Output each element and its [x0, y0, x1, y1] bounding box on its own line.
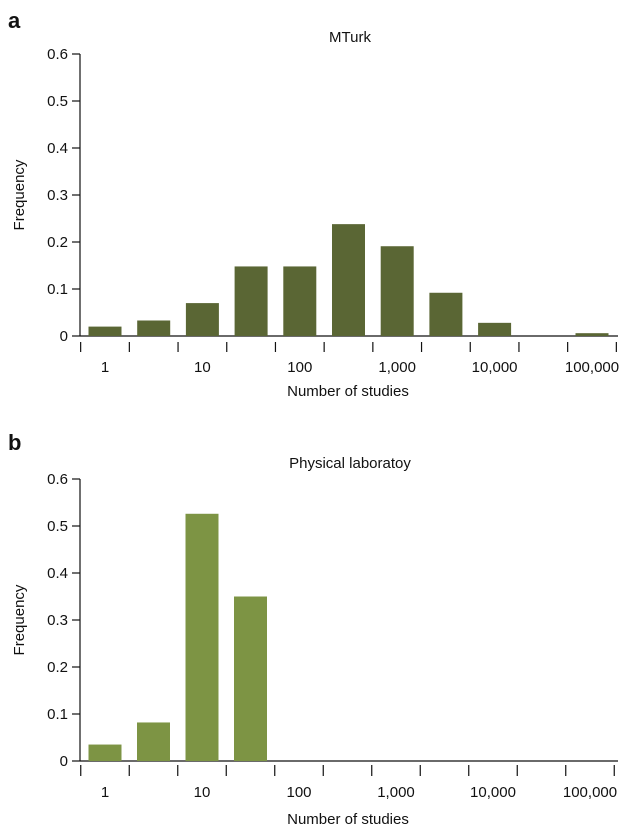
bar: [88, 744, 122, 761]
x-tick-label: 1: [101, 359, 109, 376]
y-tick-label: 0.5: [47, 518, 68, 535]
x-tick-label: 100,000: [563, 784, 617, 801]
chart-title: Physical laboratoy: [289, 455, 411, 472]
y-tick-label: 0.5: [47, 93, 68, 110]
bar: [88, 326, 122, 336]
y-tick-label: 0.3: [47, 612, 68, 629]
y-axis-label: Frequency: [11, 584, 28, 655]
x-tick-label: 100,000: [565, 359, 619, 376]
chart-title: MTurk: [329, 29, 371, 46]
x-tick-label: 10: [194, 359, 211, 376]
chart-svg-mturk: MTurk 0 0.1 0.2 0.3 0.4 0.5 0.6 Frequency 1 10 100 1…: [11, 29, 619, 400]
y-tick-label: 0.4: [47, 140, 68, 157]
x-tick-label: 100: [287, 359, 312, 376]
bar: [234, 266, 268, 336]
panel-letter-a: a: [8, 8, 21, 33]
bar: [380, 246, 414, 336]
y-tick-label: 0.2: [47, 659, 68, 676]
y-tick-label: 0.1: [47, 281, 68, 298]
y-tick-label: 0.3: [47, 187, 68, 204]
x-axis-label: Number of studies: [287, 811, 409, 828]
bar: [137, 722, 170, 761]
chart-svg-physical-lab: Physical laboratoy 0 0.1 0.2 0.3 0.4 0.5 0.6 Fre…: [11, 455, 618, 828]
y-axis-label: Frequency: [11, 159, 28, 230]
bar: [234, 596, 267, 761]
x-tick-label: 1: [101, 784, 109, 801]
bar: [185, 513, 219, 761]
y-tick-label: 0.4: [47, 565, 68, 582]
panel-letter-b: b: [8, 430, 22, 455]
x-tick-label: 100: [286, 784, 311, 801]
x-tick-label: 1,000: [378, 359, 416, 376]
bar: [575, 333, 609, 336]
bar: [283, 266, 317, 336]
y-tick-label: 0: [60, 328, 68, 345]
bar: [429, 292, 463, 336]
y-tick-label: 0.1: [47, 706, 68, 723]
x-tick-label: 10,000: [470, 784, 516, 801]
x-tick-label: 10: [194, 784, 211, 801]
x-axis-label: Number of studies: [287, 383, 409, 400]
bar: [185, 303, 219, 336]
y-tick-label: 0.6: [47, 46, 68, 63]
bar: [137, 320, 171, 336]
y-tick-label: 0: [60, 753, 68, 770]
bar: [478, 322, 512, 336]
y-tick-label: 0.2: [47, 234, 68, 251]
bar: [332, 224, 365, 336]
chart-panel-mturk: a MTurk 0 0.1 0.2 0.3 0.4 0.5 0.6 Frequency 1 10 10…: [8, 8, 619, 401]
chart-panel-physical-lab: b Physical laboratoy 0 0.1 0.2 0.3 0.4 0.5 0.6 F…: [0, 416, 624, 832]
y-tick-label: 0.6: [47, 471, 68, 488]
x-tick-label: 1,000: [377, 784, 415, 801]
x-tick-label: 10,000: [472, 359, 518, 376]
